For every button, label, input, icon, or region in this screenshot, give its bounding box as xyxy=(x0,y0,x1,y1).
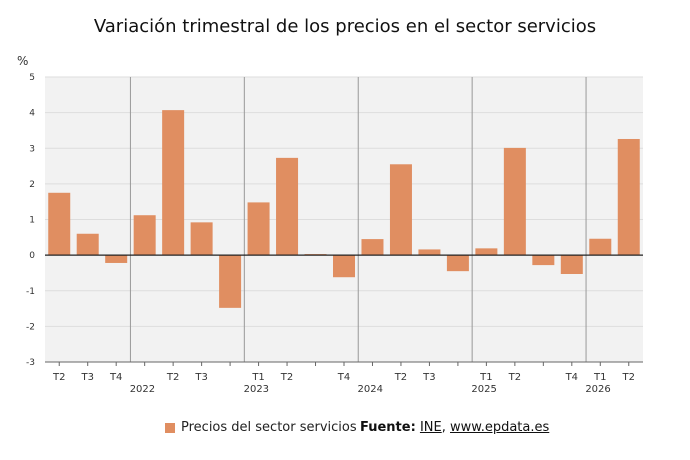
bar xyxy=(162,110,185,256)
legend-swatch xyxy=(165,422,175,433)
source-site-link[interactable]: www.epdata.es xyxy=(450,420,550,435)
x-year-label: 2025 xyxy=(471,384,496,395)
bar xyxy=(333,255,355,278)
bar xyxy=(219,255,242,308)
bar xyxy=(589,238,612,256)
bar xyxy=(532,255,555,266)
y-tick-label: -2 xyxy=(26,322,35,332)
x-year-label: 2023 xyxy=(244,384,269,395)
bar xyxy=(418,249,441,256)
bar xyxy=(190,222,213,256)
x-year-label: 2022 xyxy=(130,384,155,395)
x-tick-label: T1 xyxy=(251,372,264,383)
x-tick-label: T1 xyxy=(479,372,492,383)
bar xyxy=(76,233,99,256)
legend-label: Precios del sector servicios xyxy=(181,420,357,435)
x-tick-label: T2 xyxy=(508,372,521,383)
bar xyxy=(133,215,156,256)
bar xyxy=(105,255,128,263)
x-tick-label: T2 xyxy=(52,372,65,383)
bar xyxy=(48,192,71,256)
source-credit: Fuente: INE, www.epdata.es xyxy=(360,420,549,435)
bar xyxy=(361,239,384,256)
bar xyxy=(276,157,299,256)
y-tick-label: 1 xyxy=(29,216,35,226)
y-tick-label: 0 xyxy=(29,251,35,261)
x-tick-label: T2 xyxy=(166,372,179,383)
source-prefix: Fuente: xyxy=(360,420,416,435)
x-tick-label: T4 xyxy=(565,372,578,383)
x-tick-label: T4 xyxy=(109,372,122,383)
y-tick-label: 3 xyxy=(29,144,35,154)
bar xyxy=(560,255,583,275)
x-tick-label: T3 xyxy=(422,372,435,383)
x-tick-label: T1 xyxy=(593,372,606,383)
y-tick-label: -1 xyxy=(26,287,35,297)
legend[interactable]: Precios del sector servicios xyxy=(165,420,357,435)
x-tick-label: T2 xyxy=(280,372,293,383)
x-tick-label: T2 xyxy=(394,372,407,383)
y-tick-label: 4 xyxy=(29,109,35,119)
y-axis-unit-label: % xyxy=(17,54,29,68)
x-year-label: 2026 xyxy=(585,384,610,395)
x-tick-label: T3 xyxy=(80,372,93,383)
bar xyxy=(503,147,526,256)
y-tick-label: -3 xyxy=(26,358,35,368)
bar xyxy=(617,138,640,256)
x-tick-label: T2 xyxy=(622,372,635,383)
bar xyxy=(247,202,270,256)
y-tick-label: 2 xyxy=(29,180,35,190)
x-year-label: 2024 xyxy=(358,384,383,395)
x-tick-label: T3 xyxy=(194,372,207,383)
source-org-link[interactable]: INE xyxy=(419,420,442,435)
bar xyxy=(389,164,412,256)
chart-title: Variación trimestral de los precios en e… xyxy=(93,16,597,37)
x-tick-label: T4 xyxy=(337,372,350,383)
bar xyxy=(446,255,469,272)
bar xyxy=(475,248,498,256)
source-separator: , xyxy=(441,420,446,435)
y-tick-label: 5 xyxy=(29,73,35,83)
